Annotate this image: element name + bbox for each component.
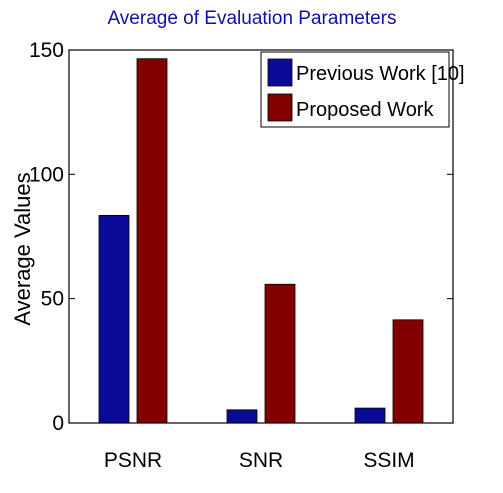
bar-snr-series-1 [264, 283, 296, 424]
y-axis-label: Average Values [10, 172, 35, 325]
plot-area-frame [68, 49, 454, 424]
y-tick-label-150: 150 [29, 39, 64, 62]
y-tick-label-50: 50 [41, 288, 64, 311]
y-axis-ticks: 0 50 100 150 [29, 39, 453, 435]
bar-ssim-series-0 [354, 407, 386, 424]
bar-snr-series-0 [226, 409, 258, 424]
chart-title: Average of Evaluation Parameters [107, 8, 396, 29]
legend-label-proposed-work: Proposed Work [296, 99, 434, 121]
x-tick-label-ssim: SSIM [363, 449, 414, 472]
x-tick-label-psnr: PSNR [104, 449, 162, 472]
y-tick-label-100: 100 [29, 163, 64, 186]
legend-label-previous-work: Previous Work [10] [296, 63, 465, 85]
legend-swatch-proposed-work [267, 93, 293, 122]
bar-psnr-series-0 [98, 214, 130, 424]
bar-psnr-series-1 [136, 58, 168, 424]
legend-swatch-previous-work [267, 58, 293, 87]
legend: Previous Work [10] Proposed Work [260, 51, 465, 128]
y-tick-label-0: 0 [52, 412, 64, 435]
category-labels: PSNR SNR SSIM [104, 449, 415, 472]
bar-ssim-series-1 [392, 319, 424, 424]
bars [98, 58, 424, 424]
x-tick-label-snr: SNR [239, 449, 283, 472]
